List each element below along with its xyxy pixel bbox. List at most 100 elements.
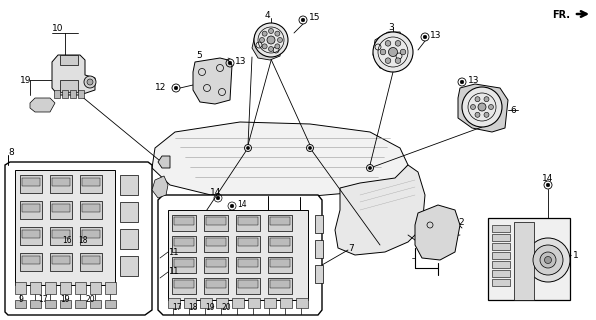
Circle shape [244, 145, 252, 151]
Text: 20: 20 [222, 303, 232, 313]
Circle shape [389, 47, 398, 57]
Bar [248, 298, 260, 308]
Bar [62, 90, 68, 98]
Text: 13: 13 [468, 76, 480, 84]
Circle shape [301, 18, 305, 22]
Circle shape [462, 87, 502, 127]
Bar [30, 282, 41, 294]
Bar [50, 227, 72, 245]
Bar [80, 201, 102, 219]
Bar [206, 217, 226, 225]
Circle shape [400, 49, 406, 55]
Polygon shape [52, 55, 95, 95]
Bar [168, 298, 180, 308]
Bar [232, 298, 244, 308]
Circle shape [262, 31, 267, 36]
Bar [204, 257, 228, 273]
Bar [492, 252, 510, 259]
Circle shape [489, 105, 493, 109]
Polygon shape [373, 32, 405, 70]
Bar [50, 253, 72, 271]
Bar [60, 55, 78, 65]
Circle shape [174, 86, 178, 90]
Bar [514, 222, 534, 300]
Bar [315, 265, 323, 283]
Bar [268, 236, 292, 252]
Bar [268, 257, 292, 273]
Bar [238, 217, 258, 225]
Bar [315, 215, 323, 233]
Polygon shape [30, 98, 55, 112]
Bar [492, 270, 510, 277]
Bar [492, 261, 510, 268]
Text: 19: 19 [20, 76, 32, 84]
Circle shape [275, 44, 280, 49]
Circle shape [368, 166, 371, 170]
Bar [50, 201, 72, 219]
Bar [270, 280, 290, 288]
Polygon shape [458, 84, 508, 132]
Bar [264, 298, 276, 308]
Bar [280, 298, 292, 308]
Circle shape [259, 37, 265, 43]
Circle shape [87, 79, 93, 85]
Circle shape [306, 145, 313, 151]
Circle shape [254, 23, 288, 57]
Text: 18: 18 [188, 303, 197, 313]
Bar [105, 282, 116, 294]
Bar [75, 282, 86, 294]
Bar [105, 300, 116, 308]
Text: 3: 3 [388, 22, 394, 31]
Bar [270, 217, 290, 225]
Circle shape [395, 41, 401, 46]
Polygon shape [158, 195, 322, 315]
Circle shape [484, 112, 489, 117]
Circle shape [309, 147, 312, 149]
Bar [216, 298, 228, 308]
Bar [20, 227, 42, 245]
Bar [52, 204, 70, 212]
Bar [120, 256, 138, 276]
Bar [492, 234, 510, 241]
Bar [80, 227, 102, 245]
Bar [200, 298, 212, 308]
Bar [172, 278, 196, 294]
Text: 17: 17 [172, 303, 182, 313]
Bar [238, 280, 258, 288]
Bar [270, 259, 290, 267]
Bar [268, 215, 292, 231]
Circle shape [460, 80, 464, 84]
Text: 20: 20 [85, 295, 95, 305]
Bar [315, 240, 323, 258]
Text: FR.: FR. [552, 10, 570, 20]
Text: 17: 17 [38, 295, 48, 305]
Circle shape [228, 61, 232, 65]
Circle shape [395, 58, 401, 63]
Circle shape [475, 97, 480, 102]
Text: 12: 12 [155, 83, 166, 92]
Bar [22, 256, 40, 264]
Circle shape [84, 76, 96, 88]
Bar [204, 236, 228, 252]
Text: 9: 9 [18, 295, 23, 305]
Bar [54, 90, 60, 98]
Polygon shape [415, 205, 460, 260]
Bar [15, 282, 26, 294]
Bar [204, 278, 228, 294]
Bar [204, 215, 228, 231]
Bar [80, 253, 102, 271]
Bar [20, 201, 42, 219]
Bar [206, 280, 226, 288]
Bar [52, 230, 70, 238]
Text: 14: 14 [542, 173, 553, 182]
Text: 6: 6 [510, 106, 516, 115]
Bar [492, 225, 510, 232]
Bar [236, 278, 260, 294]
Text: 14: 14 [210, 188, 221, 196]
Text: 10: 10 [52, 23, 64, 33]
Bar [270, 238, 290, 246]
Circle shape [526, 238, 570, 282]
Circle shape [533, 245, 563, 275]
Bar [60, 282, 71, 294]
Circle shape [380, 49, 386, 55]
